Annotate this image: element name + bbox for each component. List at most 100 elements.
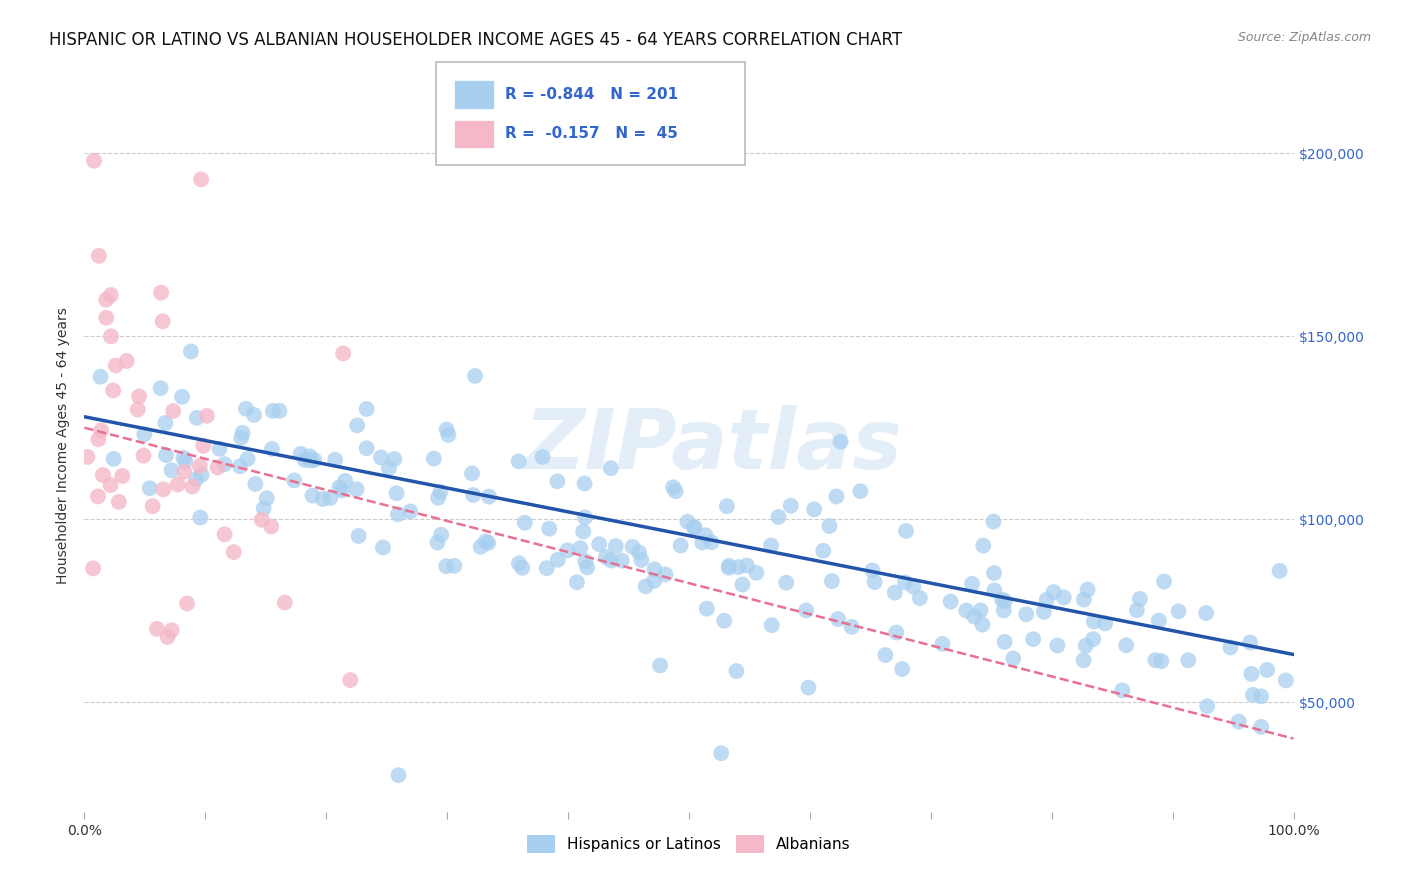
Point [339,673,361,687]
Point [565,575,588,590]
Point [825,490,848,504]
Point [883,585,905,599]
Point [461,467,484,481]
Point [1144,653,1167,667]
Point [860,564,883,578]
Point [813,544,835,558]
Point [478,490,501,504]
Point [101,384,124,398]
Point [250,513,273,527]
Point [423,451,446,466]
Point [283,474,305,488]
Point [761,618,783,632]
Point [574,510,596,524]
Point [176,597,198,611]
Text: R =  -0.157   N =  45: R = -0.157 N = 45 [505,127,678,141]
Point [436,423,458,437]
Point [700,535,723,549]
Point [166,477,188,491]
Point [1015,607,1038,622]
Point [531,450,554,464]
Point [969,603,991,617]
Point [536,561,558,575]
Point [725,664,748,678]
Point [797,681,820,695]
Point [727,560,749,574]
Point [87,249,110,263]
Point [174,454,197,468]
Point [443,558,465,573]
Point [128,389,150,403]
Point [347,529,370,543]
Point [155,448,177,462]
Point [186,410,208,425]
Point [172,450,194,465]
Point [427,491,450,505]
Point [696,601,718,615]
Point [1073,592,1095,607]
Point [294,453,316,467]
Point [1032,605,1054,619]
Point [1126,603,1149,617]
Point [1150,654,1173,668]
Point [662,480,685,494]
Point [260,442,283,456]
Point [312,491,335,506]
Point [1239,635,1261,649]
Point [335,474,357,488]
Point [152,314,174,328]
Point [574,554,596,568]
Point [173,465,195,479]
Point [972,539,994,553]
Point [1129,591,1152,606]
Point [150,285,173,300]
Point [508,557,530,571]
Point [1083,615,1105,629]
Point [231,431,253,445]
Point [1035,592,1057,607]
Point [100,478,122,492]
Point [90,423,112,437]
Point [274,596,297,610]
Point [184,473,207,487]
Point [665,484,688,499]
Point [1046,639,1069,653]
Point [908,591,931,605]
Point [1111,683,1133,698]
Point [87,432,110,446]
Point [1115,638,1137,652]
Point [1022,632,1045,647]
Point [96,310,118,325]
Point [875,648,897,662]
Point [1074,639,1097,653]
Point [190,510,212,524]
Point [569,541,592,555]
Point [1053,591,1076,605]
Point [256,491,278,506]
Point [654,567,676,582]
Point [669,539,692,553]
Point [1195,606,1218,620]
Point [371,541,394,555]
Point [139,481,162,495]
Point [188,458,211,473]
Point [600,553,623,567]
Point [319,491,342,505]
Point [863,575,886,590]
Point [304,453,326,467]
Point [1083,632,1105,647]
Point [155,416,177,430]
Point [437,428,460,442]
Point [253,501,276,516]
Point [955,603,977,617]
Point [299,453,322,467]
Point [474,534,496,549]
Text: ZIPatlas: ZIPatlas [524,406,903,486]
Point [1227,714,1250,729]
Point [76,450,98,464]
Point [572,524,595,539]
Point [1153,574,1175,589]
Point [1147,614,1170,628]
Point [82,561,104,575]
Point [90,369,112,384]
